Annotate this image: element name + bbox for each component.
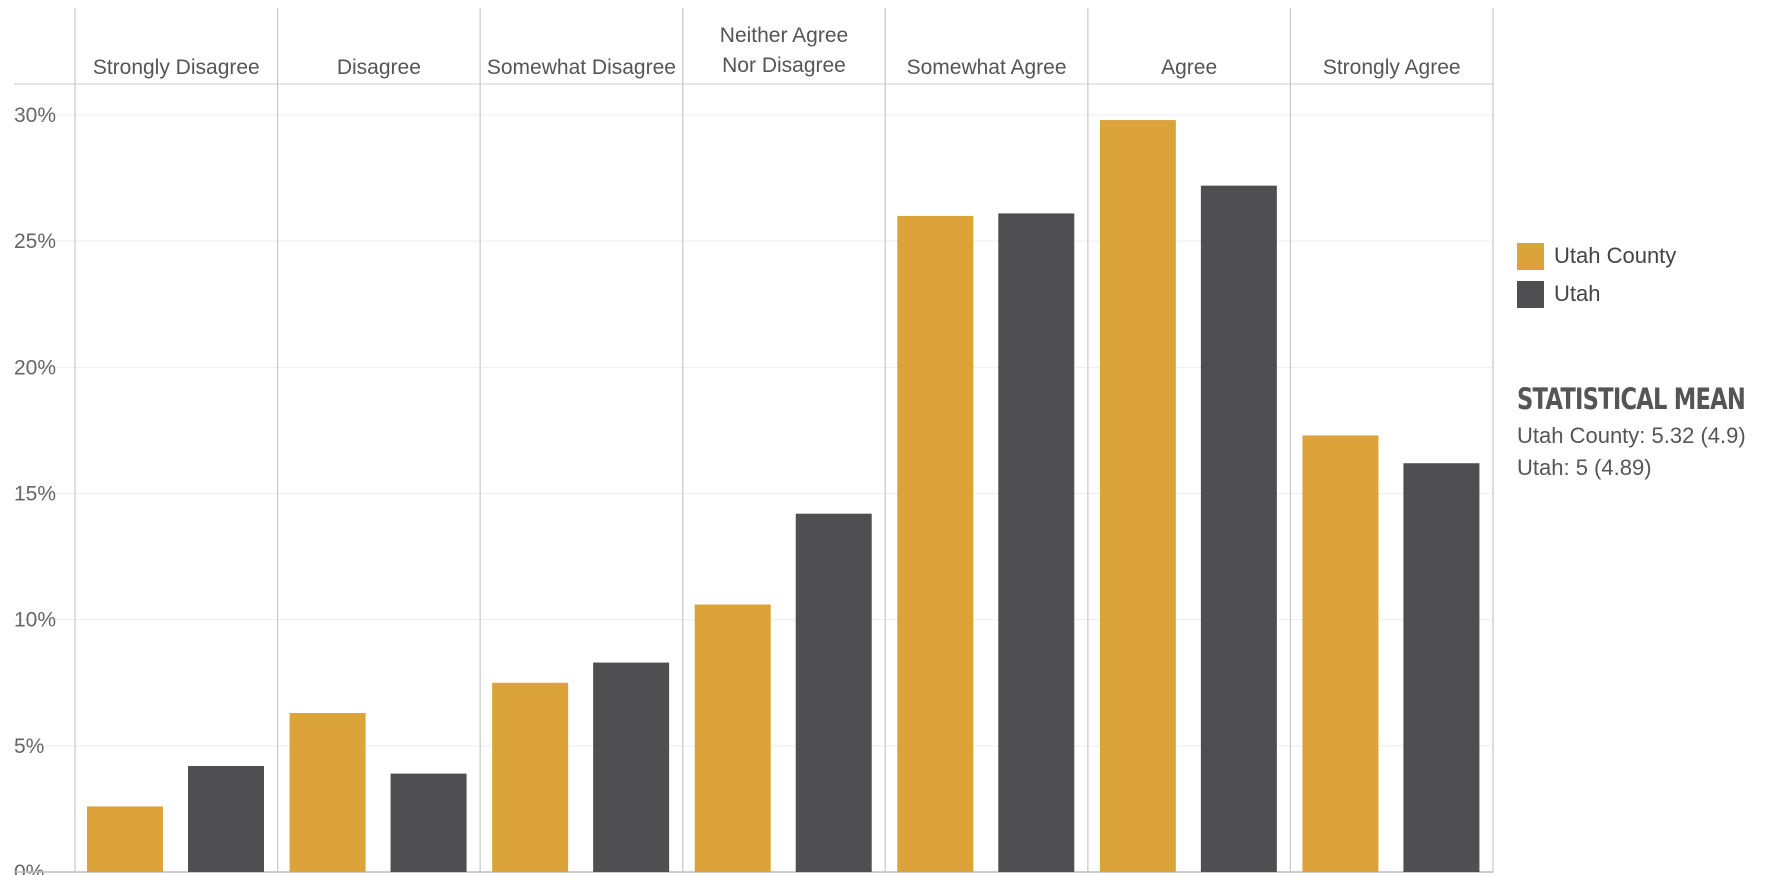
- category-label: Disagree: [337, 56, 421, 79]
- bar-utah-county: [1302, 435, 1379, 872]
- bar-utah: [998, 213, 1075, 872]
- y-tick-label: 15%: [14, 483, 56, 506]
- category-label: Neither Agree Nor Disagree: [720, 24, 848, 77]
- category-label: Strongly Agree: [1323, 56, 1461, 79]
- legend-item-utah[interactable]: Utah: [1517, 275, 1676, 313]
- legend-item-utah-county[interactable]: Utah County: [1517, 237, 1676, 275]
- bar-utah: [1403, 463, 1480, 872]
- bar-utah: [795, 513, 872, 872]
- bar-utah: [390, 773, 467, 872]
- legend-label: Utah County: [1554, 243, 1677, 268]
- bar-utah-county: [492, 682, 569, 872]
- bar-utah-county: [1099, 120, 1176, 872]
- statistical-mean-title: STATISTICAL MEAN: [1517, 382, 1746, 416]
- y-tick-label: 10%: [14, 609, 56, 632]
- mean-utah-county: Utah County: 5.32 (4.9): [1517, 423, 1746, 448]
- bar-utah-county: [289, 713, 366, 872]
- legend-swatch-utah-county: [1517, 242, 1544, 270]
- category-label: Somewhat Disagree: [487, 56, 676, 79]
- bar-utah-county: [694, 604, 771, 872]
- y-tick-label: 20%: [14, 356, 56, 379]
- category-label: Agree: [1161, 56, 1217, 79]
- bar-chart: 0% 5% 10% 15% 20% 25% 30% Strongly Disagree Disa…: [14, 8, 1494, 875]
- bar-utah: [593, 662, 670, 872]
- bar-utah: [1200, 185, 1277, 873]
- statistical-mean-panel: STATISTICAL MEAN Utah County: 5.32 (4.9)…: [1517, 382, 1779, 484]
- y-tick-label: 25%: [14, 230, 56, 253]
- y-tick-label: 30%: [14, 104, 56, 127]
- bar-utah-county: [897, 215, 974, 872]
- bar-utah: [188, 766, 264, 872]
- legend-label: Utah: [1554, 281, 1601, 306]
- category-label: Strongly Disagree: [93, 56, 260, 79]
- y-tick-label: 5%: [14, 735, 44, 758]
- y-tick-label: 0%: [14, 861, 44, 875]
- mean-utah: Utah: 5 (4.89): [1517, 455, 1652, 480]
- bar-utah-county: [87, 806, 163, 872]
- legend: Utah County Utah: [1517, 237, 1676, 313]
- legend-swatch-utah: [1517, 280, 1544, 308]
- category-label: Somewhat Agree: [907, 56, 1067, 79]
